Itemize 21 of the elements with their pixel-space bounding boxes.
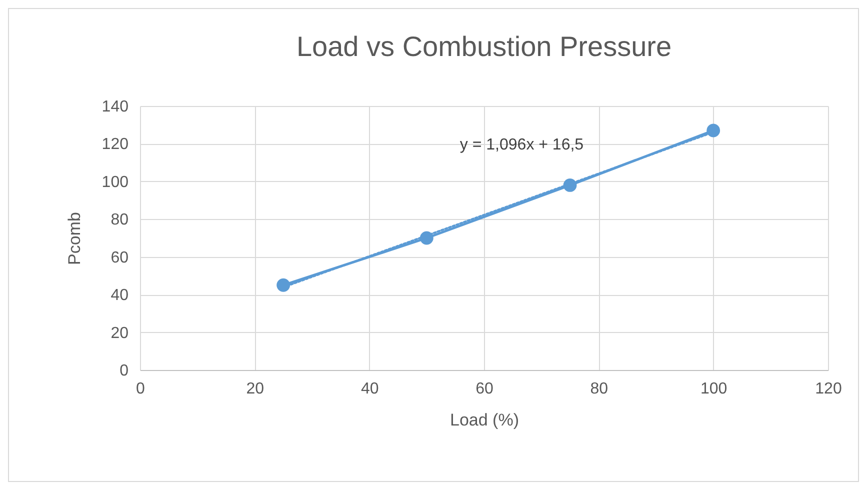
- x-tick-label: 60: [476, 380, 494, 398]
- annotation: y = 1,096x + 16,5: [460, 136, 584, 154]
- x-tick-label: 120: [815, 380, 842, 398]
- y-tick-label: 120: [102, 136, 129, 154]
- x-axis-title: Load (%): [450, 410, 519, 430]
- y-tick-label: 60: [110, 249, 129, 266]
- point: [706, 124, 720, 138]
- y-tick-label: 80: [110, 212, 129, 229]
- x-tick-label: 100: [700, 380, 728, 398]
- y-tick-label: 0: [120, 362, 129, 380]
- y-tick-label: 20: [110, 324, 129, 342]
- x-tick-label: 0: [136, 380, 146, 398]
- x-tick-label: 40: [360, 380, 379, 398]
- y-tick-label: 140: [102, 98, 129, 116]
- chart-title: Load vs Combustion Pressure: [296, 31, 672, 62]
- y-tick-label: 100: [102, 174, 129, 191]
- x-tick-label: 80: [590, 380, 608, 398]
- y-axis-title: Pcomb: [64, 212, 84, 265]
- x-tick-label: 20: [246, 380, 264, 398]
- point: [276, 278, 290, 292]
- y-tick-label: 40: [110, 287, 129, 304]
